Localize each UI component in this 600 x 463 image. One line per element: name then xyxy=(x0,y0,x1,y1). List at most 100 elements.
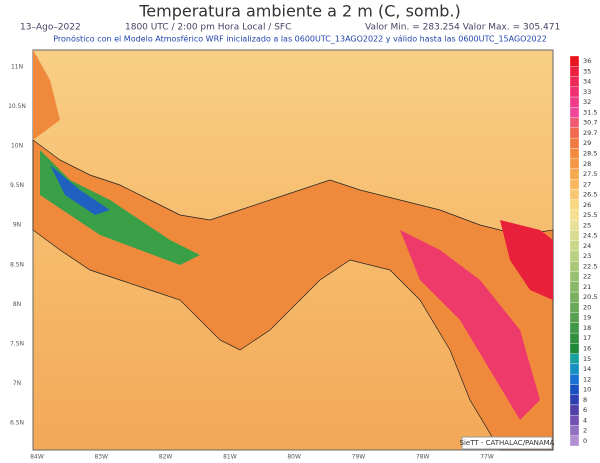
colorbar-cell xyxy=(569,384,580,395)
colorbar-label: 33 xyxy=(583,88,591,96)
lat-label: 9.5N xyxy=(10,182,24,189)
hot-area xyxy=(400,230,540,420)
colorbar-label: 26.5 xyxy=(583,191,597,199)
highland-cold xyxy=(50,165,110,215)
hot-area xyxy=(500,220,553,300)
colorbar-label: 25.5 xyxy=(583,211,597,219)
colorbar-label: 24.5 xyxy=(583,232,597,240)
lat-label: 6.5N xyxy=(10,420,24,427)
lon-label: 80W xyxy=(287,454,301,461)
lat-label: 9N xyxy=(13,222,21,229)
colorbar-cell xyxy=(569,353,580,365)
colorbar-cell xyxy=(569,240,580,252)
colorbar-cell xyxy=(569,322,580,334)
colorbar-cell xyxy=(569,312,580,323)
time: 1800 UTC / 2:00 pm Hora Local / SFC xyxy=(125,23,291,33)
colorbar-cell xyxy=(569,107,580,118)
land xyxy=(32,139,554,451)
colorbar-cell xyxy=(569,374,580,385)
colorbar-label: 12 xyxy=(583,375,591,383)
land xyxy=(33,50,60,140)
colorbar-cell xyxy=(569,209,580,221)
colorbar-cell xyxy=(569,96,580,108)
colorbar-cell xyxy=(569,425,580,436)
colorbar-cell xyxy=(569,117,580,128)
colorbar-label: 29 xyxy=(583,139,591,147)
colorbar-label: 34 xyxy=(583,78,591,86)
title: Temperatura ambiente a 2 m (C, somb.) xyxy=(138,2,461,21)
colorbar-label: 22.5 xyxy=(583,262,597,270)
colorbar-label: 23 xyxy=(583,252,591,260)
colorbar-cell xyxy=(569,415,580,426)
colorbar-cell xyxy=(569,168,580,180)
colorbar-cell xyxy=(569,148,580,159)
colorbar-label: 30.7 xyxy=(583,119,597,127)
lon-label: 82W xyxy=(159,454,173,461)
colorbar-label: 28 xyxy=(583,160,591,168)
map: SieTT - CATHALAC/PANAMA xyxy=(32,49,555,451)
colorbar-label: 24 xyxy=(583,242,591,250)
colorbar-cell xyxy=(569,332,580,344)
lon-label: 81W xyxy=(223,454,237,461)
credit-box xyxy=(461,436,553,450)
value-range: Valor Min. = 283.254 Valor Max. = 305.47… xyxy=(365,23,560,33)
colorbar-label: 0 xyxy=(583,437,587,445)
colorbar-label: 17 xyxy=(583,334,591,342)
colorbar-cell xyxy=(569,291,580,303)
lat-label: 10.5N xyxy=(8,103,26,110)
colorbar-label: 31.5 xyxy=(583,108,597,116)
colorbar-label: 6 xyxy=(583,406,587,414)
colorbar-label: 8 xyxy=(583,396,587,404)
colorbar-cell xyxy=(569,363,580,375)
colorbar-cell xyxy=(569,55,580,67)
colorbar-cell xyxy=(569,435,580,447)
colorbar-cell xyxy=(569,250,580,262)
lon-label: 84W xyxy=(30,454,44,461)
colorbar: 363534333231.530.729.72928.52827.52726.5… xyxy=(569,55,597,447)
lon-labels: 84W 83W 82W 81W 80W 79W 78W 77W xyxy=(30,454,494,461)
colorbar-cell xyxy=(569,302,580,313)
lat-label: 7N xyxy=(13,380,21,387)
colorbar-cell xyxy=(569,189,580,200)
colorbar-label: 20.5 xyxy=(583,293,597,301)
lat-labels: 11N 10.5N 10N 9.5N 9N 8.5N 8N 7.5N 7N 6.5N xyxy=(8,64,26,427)
colorbar-cell xyxy=(569,404,580,416)
colorbar-label: 26 xyxy=(583,201,591,209)
colorbar-label: 32 xyxy=(583,98,591,106)
colorbar-cell xyxy=(569,179,580,190)
colorbar-label: 29.7 xyxy=(583,129,597,137)
highland xyxy=(40,150,200,265)
colorbar-cell xyxy=(569,86,580,98)
colorbar-label: 28.5 xyxy=(583,150,597,158)
colorbar-label: 21 xyxy=(583,283,591,291)
lat-label: 11N xyxy=(11,64,23,71)
lat-label: 10N xyxy=(11,143,23,150)
colorbar-label: 15 xyxy=(583,355,591,363)
colorbar-label: 16 xyxy=(583,345,591,353)
colorbar-label: 10 xyxy=(583,386,591,394)
colorbar-cell xyxy=(569,199,580,211)
colorbar-label: 20 xyxy=(583,303,591,311)
colorbar-cell xyxy=(569,230,580,241)
colorbar-cell xyxy=(569,158,580,170)
lat-label: 7.5N xyxy=(10,340,24,347)
colorbar-label: 36 xyxy=(583,57,591,65)
date: 13–Ago–2022 xyxy=(20,23,81,33)
credit: SieTT - CATHALAC/PANAMA xyxy=(460,439,555,447)
lat-label: 8N xyxy=(13,301,21,308)
colorbar-cell xyxy=(569,76,580,87)
lon-label: 77W xyxy=(480,454,494,461)
colorbar-label: 27 xyxy=(583,180,591,188)
lon-label: 83W xyxy=(94,454,108,461)
colorbar-cell xyxy=(569,127,580,139)
colorbar-label: 22 xyxy=(583,273,591,281)
colorbar-cell xyxy=(569,343,580,354)
colorbar-label: 18 xyxy=(583,324,591,332)
lon-label: 78W xyxy=(416,454,430,461)
colorbar-label: 2 xyxy=(583,427,587,435)
colorbar-cell xyxy=(569,220,580,231)
colorbar-cell xyxy=(569,281,580,293)
colorbar-label: 35 xyxy=(583,67,591,75)
subtitle: Pronóstico con el Modelo Atmosférico WRF… xyxy=(53,34,547,44)
